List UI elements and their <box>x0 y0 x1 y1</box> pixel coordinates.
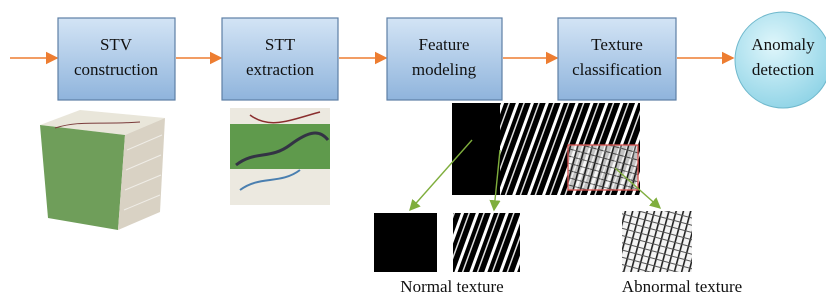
node-label: construction <box>74 60 159 79</box>
node-label: detection <box>752 60 815 79</box>
node-label: modeling <box>412 60 477 79</box>
stv-cube <box>40 110 165 230</box>
node-label: extraction <box>246 60 314 79</box>
node-label: Texture <box>591 35 643 54</box>
feature-image <box>452 103 640 195</box>
diagram: STV construction STT extraction Feature … <box>0 0 826 300</box>
node-label: Feature <box>419 35 470 54</box>
stt-image <box>230 108 330 205</box>
node-label: STV <box>100 35 133 54</box>
node-label: classification <box>572 60 662 79</box>
normal-texture-dark <box>374 213 437 272</box>
node-label: STT <box>265 35 296 54</box>
caption: Abnormal texture <box>622 277 742 296</box>
normal-texture-stripes <box>453 213 520 272</box>
node-label: Anomaly <box>751 35 815 54</box>
caption: Normal texture <box>400 277 503 296</box>
page: STV construction STT extraction Feature … <box>0 0 826 300</box>
abnormal-texture <box>622 211 692 272</box>
